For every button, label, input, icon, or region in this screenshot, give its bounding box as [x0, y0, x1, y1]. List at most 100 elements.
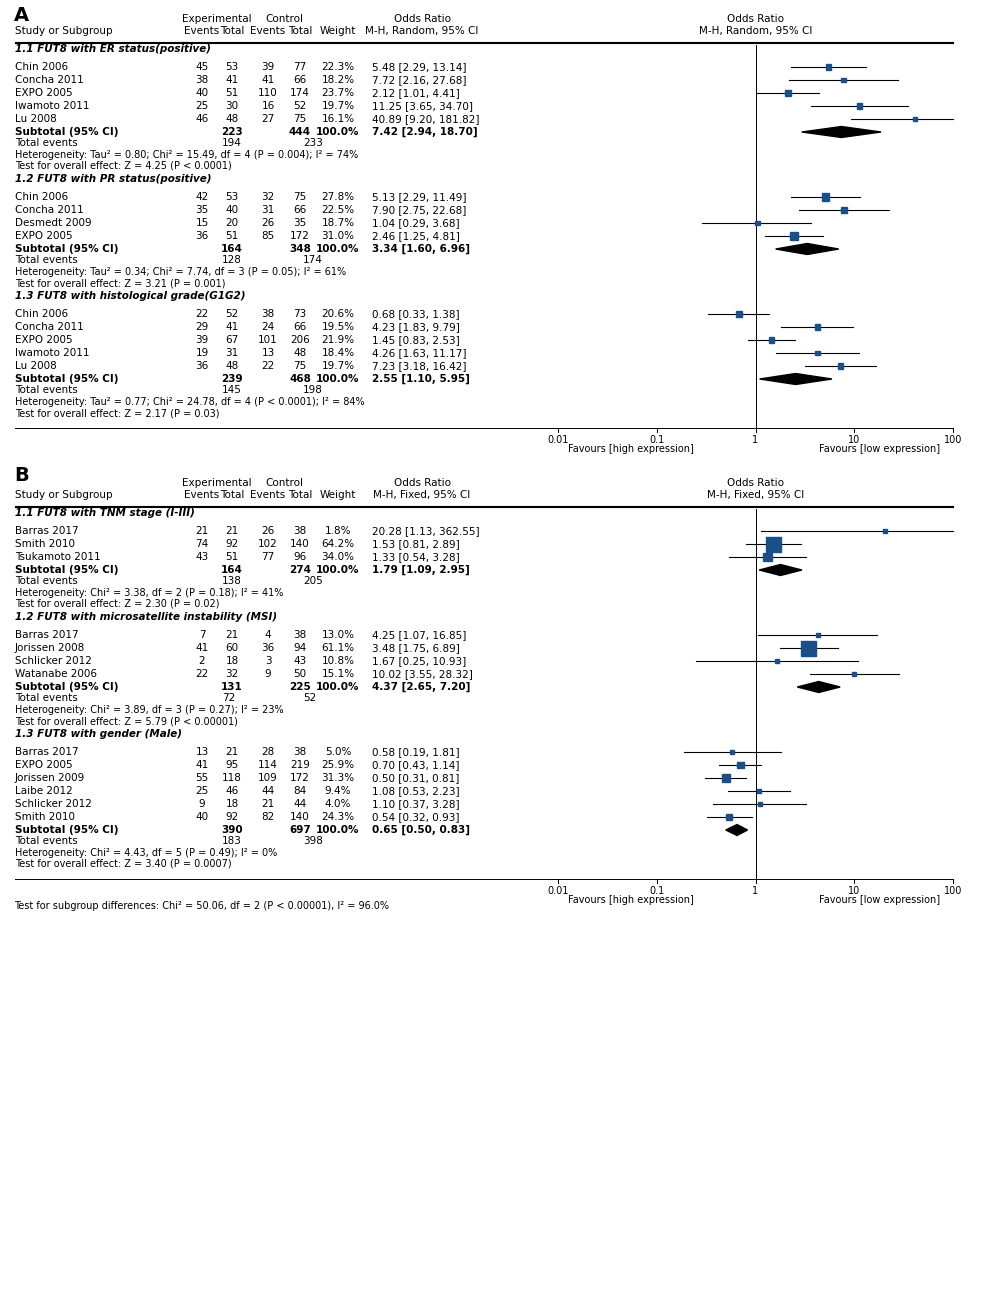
- Text: 225: 225: [289, 682, 311, 692]
- Text: Favours [high expression]: Favours [high expression]: [568, 895, 694, 905]
- Text: Concha 2011: Concha 2011: [15, 75, 84, 85]
- Bar: [766, 537, 781, 551]
- Text: EXPO 2005: EXPO 2005: [15, 760, 73, 769]
- Text: EXPO 2005: EXPO 2005: [15, 88, 73, 98]
- Bar: [826, 65, 832, 70]
- Text: 22.3%: 22.3%: [321, 62, 355, 72]
- Bar: [883, 529, 887, 533]
- Text: 10: 10: [848, 435, 860, 445]
- Bar: [755, 221, 760, 226]
- Bar: [815, 324, 820, 329]
- Text: 77: 77: [293, 62, 307, 72]
- Bar: [769, 337, 775, 343]
- Text: 1.3 FUT8 with histological grade(G1G2): 1.3 FUT8 with histological grade(G1G2): [15, 290, 246, 301]
- Text: 274: 274: [289, 565, 311, 574]
- Text: Total events: Total events: [15, 138, 78, 148]
- Text: 9: 9: [199, 799, 205, 809]
- Text: 64.2%: 64.2%: [321, 540, 355, 549]
- Text: Subtotal (95% CI): Subtotal (95% CI): [15, 374, 119, 383]
- Bar: [801, 640, 817, 656]
- Text: 18.7%: 18.7%: [321, 218, 355, 229]
- Bar: [758, 802, 762, 806]
- Text: 194: 194: [222, 138, 242, 148]
- Text: 11.25 [3.65, 34.70]: 11.25 [3.65, 34.70]: [372, 101, 473, 111]
- Text: 10.8%: 10.8%: [321, 656, 355, 666]
- Bar: [815, 351, 820, 355]
- Text: Odds Ratio: Odds Ratio: [393, 478, 450, 488]
- Text: Total events: Total events: [15, 385, 78, 395]
- Text: Odds Ratio: Odds Ratio: [727, 14, 784, 25]
- Text: 0.1: 0.1: [649, 435, 665, 445]
- Text: Control: Control: [265, 478, 303, 488]
- Text: 29: 29: [196, 321, 208, 332]
- Text: 22: 22: [196, 669, 208, 679]
- Text: 390: 390: [221, 825, 243, 835]
- Text: 38: 38: [293, 525, 307, 536]
- Text: 94: 94: [293, 643, 307, 653]
- Text: 100: 100: [944, 886, 962, 896]
- Text: 7.23 [3.18, 16.42]: 7.23 [3.18, 16.42]: [372, 361, 467, 371]
- Text: 2.55 [1.10, 5.95]: 2.55 [1.10, 5.95]: [372, 374, 470, 385]
- Text: 51: 51: [225, 88, 239, 98]
- Text: 42: 42: [196, 192, 208, 201]
- Text: 0.01: 0.01: [548, 886, 569, 896]
- Text: 1.8%: 1.8%: [324, 525, 351, 536]
- Text: Heterogeneity: Tau² = 0.34; Chi² = 7.74, df = 3 (P = 0.05); I² = 61%: Heterogeneity: Tau² = 0.34; Chi² = 7.74,…: [15, 267, 346, 278]
- Text: 41: 41: [196, 760, 208, 769]
- Text: 4.26 [1.63, 11.17]: 4.26 [1.63, 11.17]: [372, 349, 467, 358]
- Text: 21: 21: [196, 525, 208, 536]
- Text: Total events: Total events: [15, 576, 78, 586]
- Text: 0.54 [0.32, 0.93]: 0.54 [0.32, 0.93]: [372, 812, 459, 822]
- Text: 19: 19: [196, 349, 208, 358]
- Text: Events: Events: [251, 26, 286, 36]
- Text: 41: 41: [261, 75, 274, 85]
- Text: 25: 25: [196, 786, 208, 797]
- Text: Lu 2008: Lu 2008: [15, 114, 57, 124]
- Text: 13.0%: 13.0%: [321, 630, 355, 640]
- Text: Desmedt 2009: Desmedt 2009: [15, 218, 91, 229]
- Text: Total events: Total events: [15, 837, 78, 846]
- Bar: [840, 77, 845, 83]
- Text: B: B: [14, 466, 29, 485]
- Text: Events: Events: [251, 491, 286, 500]
- Text: 28: 28: [261, 747, 274, 757]
- Text: 85: 85: [261, 231, 274, 241]
- Polygon shape: [797, 682, 840, 692]
- Text: 41: 41: [196, 643, 208, 653]
- Text: 1.67 [0.25, 10.93]: 1.67 [0.25, 10.93]: [372, 656, 466, 666]
- Text: 198: 198: [303, 385, 322, 395]
- Text: 5.13 [2.29, 11.49]: 5.13 [2.29, 11.49]: [372, 192, 467, 201]
- Bar: [852, 673, 856, 676]
- Text: Laibe 2012: Laibe 2012: [15, 786, 73, 797]
- Text: 100.0%: 100.0%: [317, 244, 360, 254]
- Bar: [841, 207, 847, 213]
- Text: 73: 73: [293, 309, 307, 319]
- Text: 55: 55: [196, 773, 208, 784]
- Text: 1.1 FUT8 with TNM stage (I-III): 1.1 FUT8 with TNM stage (I-III): [15, 507, 195, 518]
- Text: 72: 72: [222, 693, 235, 704]
- Text: 51: 51: [225, 231, 239, 241]
- Text: 1.45 [0.83, 2.53]: 1.45 [0.83, 2.53]: [372, 334, 460, 345]
- Text: 102: 102: [259, 540, 278, 549]
- Text: 41: 41: [225, 321, 239, 332]
- Text: 66: 66: [293, 205, 307, 216]
- Text: Experimental: Experimental: [182, 14, 252, 25]
- Text: 66: 66: [293, 75, 307, 85]
- Text: Smith 2010: Smith 2010: [15, 812, 75, 822]
- Text: Study or Subgroup: Study or Subgroup: [15, 26, 113, 36]
- Text: 10: 10: [848, 886, 860, 896]
- Text: Favours [low expression]: Favours [low expression]: [819, 895, 940, 905]
- Text: 38: 38: [293, 630, 307, 640]
- Text: Schlicker 2012: Schlicker 2012: [15, 799, 91, 809]
- Text: 38: 38: [293, 747, 307, 757]
- Bar: [857, 103, 862, 108]
- Text: 13: 13: [196, 747, 208, 757]
- Text: Heterogeneity: Chi² = 3.89, df = 3 (P = 0.27); I² = 23%: Heterogeneity: Chi² = 3.89, df = 3 (P = …: [15, 705, 284, 715]
- Text: 36: 36: [196, 231, 208, 241]
- Text: 100.0%: 100.0%: [317, 565, 360, 574]
- Text: Chin 2006: Chin 2006: [15, 309, 68, 319]
- Polygon shape: [760, 373, 832, 385]
- Text: Iwamoto 2011: Iwamoto 2011: [15, 349, 89, 358]
- Text: 66: 66: [293, 321, 307, 332]
- Text: Subtotal (95% CI): Subtotal (95% CI): [15, 244, 119, 254]
